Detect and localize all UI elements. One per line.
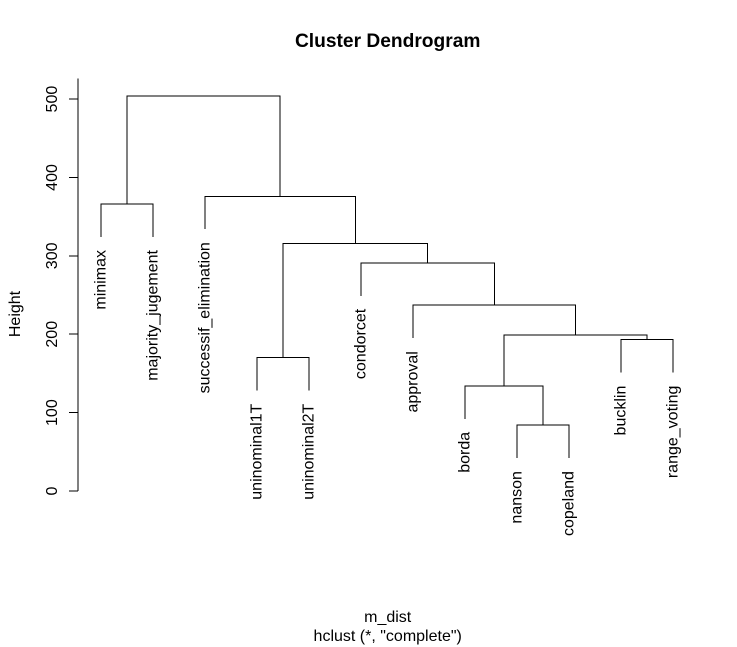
chart-title: Cluster Dendrogram [295,31,481,52]
y-tick-label: 400 [44,164,61,191]
leaf-label: nanson [509,471,526,524]
merge-bracket [503,334,648,386]
merge-bracket [360,262,495,306]
y-tick-label: 0 [44,486,61,495]
leaf-label: bucklin [613,386,630,436]
leaf-label: minimax [93,250,110,310]
leaf-label: successif_elimination [197,242,214,393]
leaf-label: approval [405,351,422,412]
merge-bracket [204,195,356,244]
method-caption: hclust (*, "complete") [314,628,462,645]
leaf-label: uninominal2T [301,403,318,499]
merge-bracket [516,424,570,459]
leaf-label: majority_jugement [145,249,162,380]
y-tick-label: 100 [44,399,61,426]
merge-bracket [412,304,576,339]
merge-bracket [256,357,310,391]
leaf-label: condorcet [353,308,370,379]
leaf-label: borda [457,432,474,473]
y-tick-label: 200 [44,321,61,348]
leaf-label: copeland [561,471,578,536]
dendrogram-tree: minimax majority_jugement uninominal1T unin… [93,95,682,536]
y-tick-label: 300 [44,242,61,269]
y-axis: 0 100 200 300 400 500 [44,78,79,495]
merge-bracket [126,95,281,205]
merge-bracket [620,339,674,373]
x-axis-label: m_dist [364,609,412,626]
merge-bracket [100,203,154,238]
leaf-label: uninominal1T [249,403,266,499]
y-axis-label: Height [7,290,24,337]
leaf-label: range_voting [665,386,682,479]
merge-bracket [464,385,544,426]
y-tick-label: 500 [44,86,61,113]
